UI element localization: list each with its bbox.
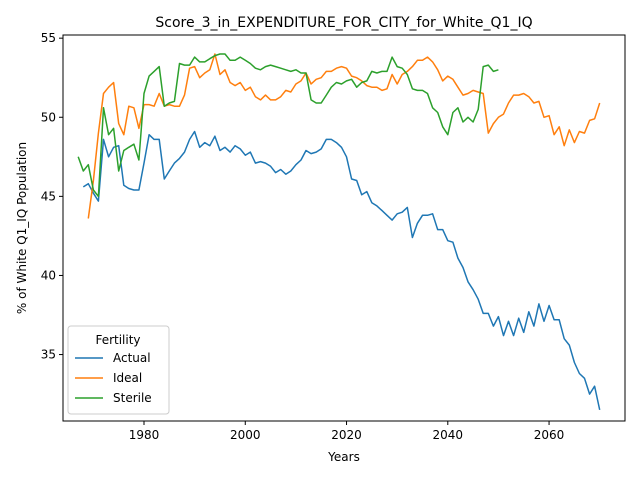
- plot-area: [62, 34, 626, 422]
- legend-label-sterile: Sterile: [113, 391, 152, 405]
- legend-label-ideal: Ideal: [113, 371, 142, 385]
- x-tick-label: 2020: [331, 428, 362, 442]
- legend: Fertility Actual Ideal Sterile: [67, 325, 170, 415]
- y-tick-label: 55: [41, 31, 56, 45]
- series-line-ideal: [87, 53, 601, 219]
- x-tick-label: 2060: [534, 428, 565, 442]
- x-axis: 1980 2000 2020 2040 2060: [129, 421, 565, 442]
- x-tick-label: 2000: [230, 428, 261, 442]
- y-axis: 35 40 45 50 55: [41, 31, 63, 362]
- series-line-actual: [82, 130, 601, 411]
- series-line-sterile: [77, 53, 499, 198]
- legend-entries: Actual Ideal Sterile: [75, 351, 152, 405]
- legend-title: Fertility: [95, 333, 140, 347]
- y-axis-title: % of White Q1_IQ Population: [15, 142, 29, 314]
- series-lines: [77, 53, 601, 411]
- legend-box: [67, 325, 170, 415]
- chart-title: Score_3_in_EXPENDITURE_FOR_CITY_for_Whit…: [155, 15, 532, 31]
- y-tick-label: 50: [41, 110, 56, 124]
- x-tick-label: 2040: [433, 428, 464, 442]
- x-tick-label: 1980: [129, 428, 160, 442]
- y-tick-label: 40: [41, 268, 56, 282]
- plot-frame: [62, 34, 626, 422]
- y-tick-label: 35: [41, 348, 56, 362]
- x-axis-title: Years: [327, 450, 360, 464]
- legend-label-actual: Actual: [113, 351, 151, 365]
- y-tick-label: 45: [41, 189, 56, 203]
